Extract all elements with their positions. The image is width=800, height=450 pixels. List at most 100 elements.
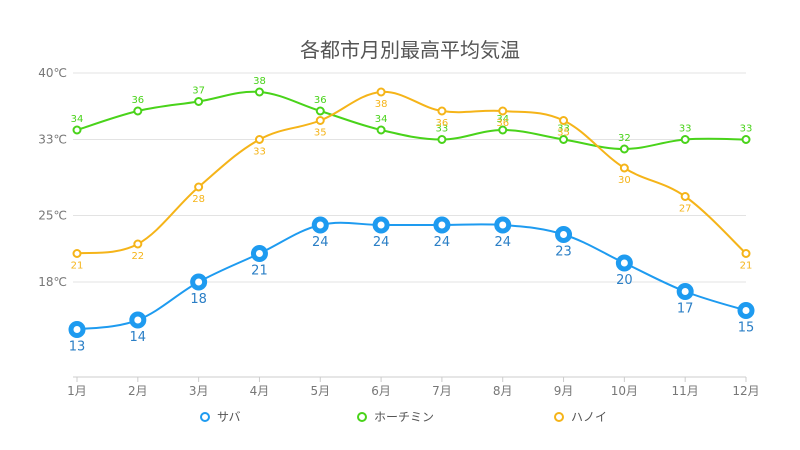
data-point[interactable]: [619, 163, 629, 173]
data-point[interactable]: [559, 135, 569, 144]
x-tick-label: 8月: [493, 384, 513, 398]
data-point[interactable]: [250, 245, 268, 262]
data-label: 33: [740, 124, 753, 135]
data-label: 21: [71, 261, 84, 272]
y-tick-label: 18℃: [38, 275, 67, 289]
data-point[interactable]: [433, 216, 451, 234]
data-label: 37: [192, 86, 205, 97]
data-label: 27: [679, 204, 692, 215]
data-label: 24: [494, 235, 511, 250]
data-label: 20: [616, 273, 633, 288]
x-tick-label: 12月: [732, 384, 759, 398]
x-tick-label: 2月: [128, 384, 148, 398]
data-label: 18: [190, 292, 207, 307]
data-point[interactable]: [437, 135, 447, 144]
data-point[interactable]: [376, 125, 386, 135]
data-label: 21: [740, 261, 753, 272]
data-label: 33: [253, 147, 266, 158]
data-point[interactable]: [376, 87, 386, 97]
data-point[interactable]: [129, 311, 147, 329]
series-1: 13 14 18 21 24 24 24 24 23 20 17 15: [68, 216, 755, 355]
data-point[interactable]: [619, 144, 629, 154]
data-point[interactable]: [498, 106, 508, 116]
data-point[interactable]: [194, 182, 204, 192]
data-label: 22: [131, 251, 144, 262]
data-point[interactable]: [498, 125, 508, 135]
data-point[interactable]: [254, 135, 264, 144]
legend-item[interactable]: ホーチミン: [357, 410, 434, 424]
data-label: 36: [314, 95, 327, 106]
data-point[interactable]: [72, 125, 82, 135]
series-line: [76, 221, 747, 331]
data-point[interactable]: [680, 135, 690, 144]
data-point[interactable]: [133, 239, 143, 249]
data-point[interactable]: [741, 135, 751, 144]
x-tick-label: 3月: [189, 384, 209, 398]
data-label: 28: [192, 194, 205, 205]
data-label: 32: [618, 133, 631, 144]
x-tick-label: 4月: [250, 384, 270, 398]
data-point[interactable]: [190, 273, 208, 291]
data-point[interactable]: [133, 106, 143, 116]
data-label: 17: [677, 302, 694, 317]
legend-label: ホーチミン: [374, 410, 434, 424]
data-point[interactable]: [615, 254, 633, 272]
data-label: 13: [69, 340, 86, 355]
data-label: 34: [71, 114, 84, 125]
legend-marker: [357, 412, 367, 422]
grid-lines: [73, 72, 746, 378]
legend-item[interactable]: ハノイ: [554, 410, 607, 424]
x-tick-label: 11月: [672, 384, 699, 398]
data-label: 24: [312, 235, 329, 250]
data-point[interactable]: [311, 216, 329, 234]
data-point[interactable]: [194, 97, 204, 106]
y-tick-label: 40℃: [38, 66, 67, 80]
data-point[interactable]: [676, 283, 694, 300]
chart-title: 各都市月別最高平均気温: [300, 38, 520, 62]
data-label: 33: [436, 124, 449, 135]
data-point[interactable]: [254, 87, 264, 97]
data-label: 35: [314, 128, 327, 139]
data-label: 33: [557, 124, 570, 135]
data-point[interactable]: [437, 106, 447, 116]
y-tick-label: 25℃: [38, 209, 67, 223]
data-label: 14: [130, 330, 147, 345]
legend-marker: [554, 412, 564, 422]
data-label: 33: [679, 124, 692, 135]
data-point[interactable]: [494, 216, 512, 234]
x-axis: 1月 2月 3月 4月 5月 6月 7月 8月 9月 10月 11月 12月: [67, 377, 760, 398]
data-label: 35: [557, 128, 570, 139]
data-point[interactable]: [741, 249, 751, 258]
data-label: 30: [618, 175, 631, 186]
data-point[interactable]: [737, 302, 755, 319]
data-point[interactable]: [315, 106, 325, 116]
data-point[interactable]: [555, 226, 573, 243]
data-point[interactable]: [559, 116, 569, 125]
data-label: 34: [496, 114, 509, 125]
data-label: 24: [434, 235, 451, 250]
legend-label: サバ: [217, 410, 241, 424]
legend-marker: [200, 412, 210, 422]
x-tick-label: 9月: [554, 384, 574, 398]
data-label: 36: [131, 95, 144, 106]
y-axis: 40℃ 33℃ 25℃ 18℃: [38, 66, 67, 289]
legend: サバ ホーチミン ハノイ: [200, 410, 607, 424]
x-tick-label: 1月: [67, 384, 87, 398]
data-point[interactable]: [72, 249, 82, 258]
legend-item[interactable]: サバ: [200, 410, 241, 424]
data-label: 15: [738, 321, 755, 336]
data-point[interactable]: [680, 192, 690, 201]
y-tick-label: 33℃: [38, 133, 67, 147]
data-point[interactable]: [372, 216, 390, 234]
x-tick-label: 10月: [611, 384, 638, 398]
x-tick-label: 6月: [371, 384, 391, 398]
x-tick-label: 5月: [310, 384, 330, 398]
data-point[interactable]: [68, 321, 86, 338]
data-label: 34: [375, 114, 388, 125]
series-line: [76, 90, 747, 255]
data-label: 23: [555, 245, 572, 260]
data-point[interactable]: [315, 116, 325, 125]
